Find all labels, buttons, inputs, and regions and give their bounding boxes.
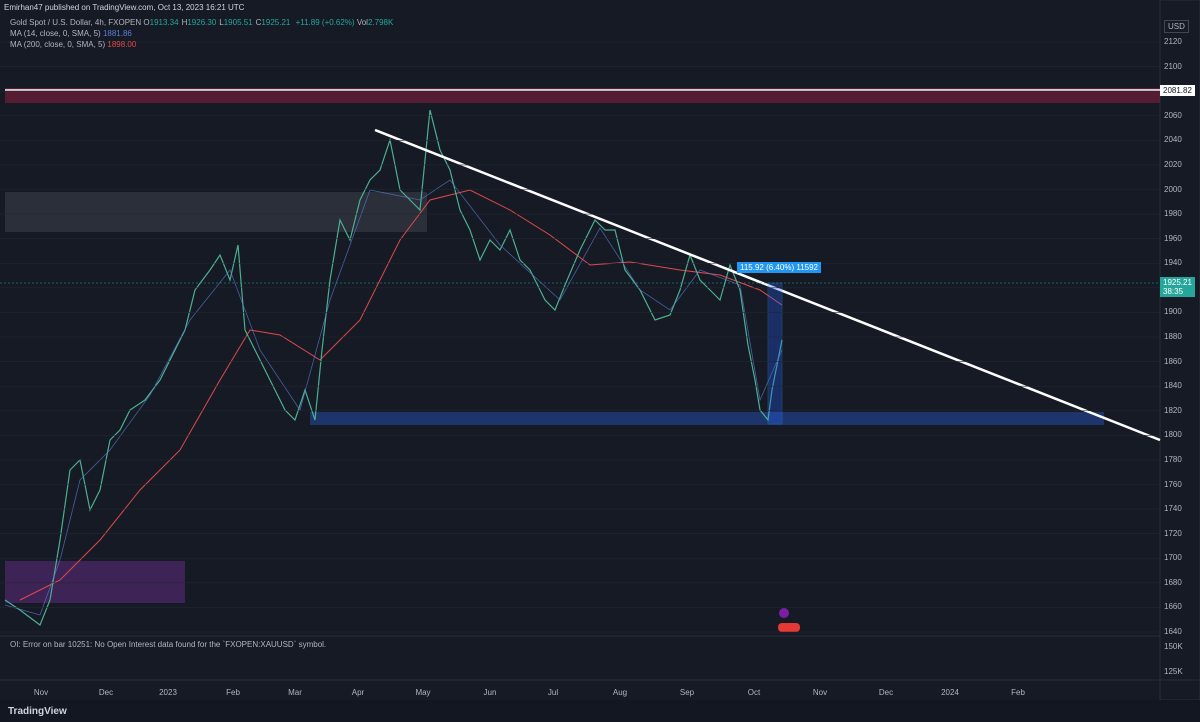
price-tick: 2100 — [1164, 61, 1182, 71]
time-label: Nov — [33, 688, 49, 697]
time-label: 2024 — [941, 688, 959, 697]
vol: 2.798K — [367, 18, 394, 27]
resistance-zone — [5, 88, 1160, 103]
purple-zone — [5, 561, 185, 603]
ohlc-key: C — [255, 18, 262, 27]
indicator-value: 1881.86 — [102, 29, 132, 38]
ohlc-key: H — [181, 18, 188, 27]
price-tick: 1660 — [1164, 602, 1182, 612]
price-tick: 1880 — [1164, 332, 1182, 341]
measure-box — [767, 282, 783, 425]
trendline — [374, 128, 1161, 442]
ma200-legend: MA (200, close, 0, SMA, 5) 1898.00 — [10, 40, 136, 49]
price-tick: 1860 — [1164, 356, 1182, 366]
price-tick: 1900 — [1164, 307, 1182, 317]
indicator-value: 1898.00 — [107, 40, 137, 49]
gray-zone — [5, 192, 427, 232]
change: +11.89 (+0.62%) — [295, 18, 355, 27]
vol-key: Vol — [356, 18, 368, 27]
measure-label: 115.92 (6.40%) 11592 — [737, 262, 821, 273]
ohlc-key: L — [219, 18, 224, 27]
ma14-legend: MA (14, close, 0, SMA, 5) 1881.86 — [10, 29, 132, 38]
time-label: Dec — [98, 688, 114, 697]
time-label: Jul — [547, 688, 559, 697]
price-tick: 1640 — [1164, 627, 1182, 636]
price-tick: 2000 — [1164, 184, 1182, 194]
price-tick: 2020 — [1164, 159, 1182, 169]
time-label: Mar — [288, 688, 302, 697]
indicator-name: MA (200, close, 0, SMA, 5) — [10, 40, 106, 49]
indicator-name: MA (14, close, 0, SMA, 5) — [10, 29, 101, 38]
price-tick: 1940 — [1164, 258, 1182, 268]
price-tick: 1960 — [1164, 233, 1182, 243]
price-tick: 2060 — [1164, 110, 1182, 120]
time-label: Sep — [679, 688, 695, 697]
event-icon — [778, 623, 800, 632]
ma200-line — [19, 189, 783, 601]
lower-tick: 125K — [1164, 667, 1183, 676]
oi-error: OI: Error on bar 10251: No Open Interest… — [10, 640, 327, 649]
event-icon — [779, 608, 789, 618]
time-label: Feb — [1011, 688, 1025, 697]
price-tick: 1760 — [1164, 479, 1182, 489]
price-tick: 2040 — [1164, 135, 1182, 145]
price-tick: 1700 — [1164, 553, 1182, 563]
countdown: 38:35 — [1163, 287, 1184, 296]
time-label: May — [415, 688, 431, 697]
time-label: Dec — [878, 688, 894, 697]
time-label: Apr — [351, 688, 365, 697]
price-tick: 1780 — [1164, 454, 1182, 464]
ohlc-value: 1925.21 — [261, 18, 291, 27]
price-tick: 1720 — [1164, 528, 1182, 538]
price-tick: 2120 — [1164, 37, 1182, 46]
published-text: Emirhan47 published on TradingView.com, … — [4, 3, 245, 12]
price-tick: 1820 — [1164, 405, 1182, 415]
price-tick: 1800 — [1164, 430, 1182, 440]
symbol: Gold Spot / U.S. Dollar, 4h, FXOPEN — [10, 18, 142, 27]
price-tick: 1980 — [1164, 209, 1182, 219]
ohlc-value: 1905.51 — [223, 18, 253, 27]
currency: USD — [1164, 20, 1189, 33]
support-zone — [310, 412, 1104, 425]
ohlc-key: O — [143, 18, 150, 27]
price-tick: 1840 — [1164, 381, 1182, 391]
ohlc: O1913.34 H1926.30 L1905.51 C1925.21 — [143, 18, 293, 27]
price-line — [4, 109, 783, 626]
time-label: Oct — [747, 688, 761, 697]
time-label: Feb — [226, 688, 240, 697]
price-tick: 1740 — [1164, 504, 1182, 514]
level-label: 2081.82 — [1160, 85, 1195, 96]
footer-logo: TradingView — [8, 706, 67, 717]
lower-tick: 150K — [1164, 642, 1183, 651]
last-price-value: 1925.21 — [1163, 278, 1192, 287]
last-price: 1925.21 38:35 — [1160, 277, 1195, 297]
time-label: Nov — [812, 688, 828, 697]
ohlc-value: 1926.30 — [187, 18, 217, 27]
legend: Gold Spot / U.S. Dollar, 4h, FXOPEN O191… — [10, 18, 393, 27]
time-label: Aug — [612, 688, 628, 697]
ohlc-value: 1913.34 — [149, 18, 179, 27]
price-tick: 1680 — [1164, 577, 1182, 587]
footer-bar — [0, 700, 1200, 722]
time-label: 2023 — [159, 688, 177, 697]
time-label: Jun — [483, 688, 497, 697]
